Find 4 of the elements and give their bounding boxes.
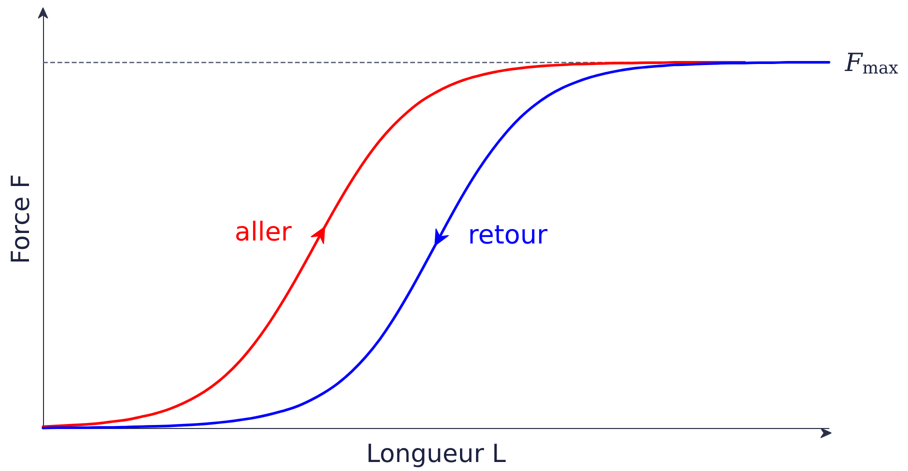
y-axis-title: Force F [6,174,35,264]
x-axis-title: Longueur L [366,439,506,468]
series-label: aller [234,218,292,248]
legend-label: retour [468,220,548,251]
